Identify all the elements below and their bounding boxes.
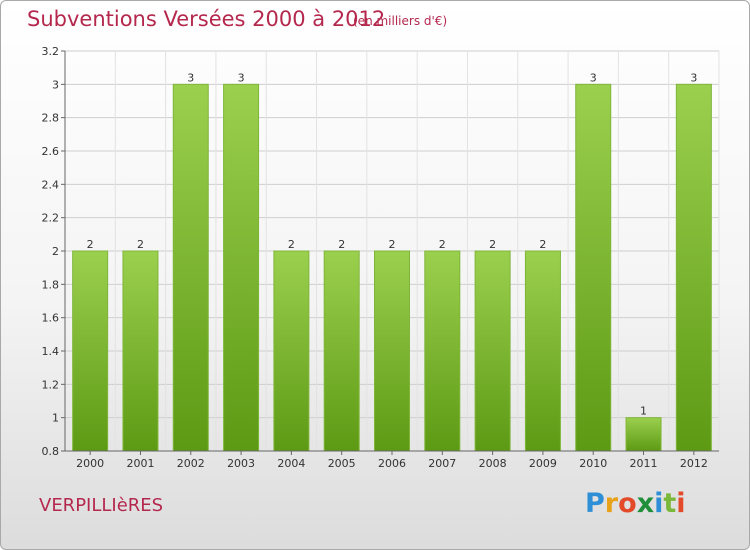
- logo-letter: i: [676, 488, 686, 519]
- y-tick-label: 1.8: [42, 278, 60, 291]
- x-tick-label: 2001: [126, 457, 154, 470]
- bar-value-label: 2: [439, 238, 446, 251]
- bar-value-label: 2: [539, 238, 546, 251]
- bar-value-label: 3: [238, 71, 245, 84]
- x-tick-label: 2003: [227, 457, 255, 470]
- bar: [323, 250, 360, 452]
- x-tick-label: 2006: [378, 457, 406, 470]
- bar-value-label: 2: [489, 238, 496, 251]
- bar: [273, 250, 310, 452]
- logo-letter: r: [604, 488, 619, 519]
- bar-value-label: 3: [187, 71, 194, 84]
- proxiti-logo[interactable]: Proxiti: [585, 488, 686, 519]
- y-tick-label: 2.2: [42, 212, 60, 225]
- x-tick-label: 2005: [328, 457, 356, 470]
- y-tick-label: 2.6: [42, 145, 60, 158]
- y-tick-label: 2.8: [42, 112, 60, 125]
- x-tick-label: 2000: [76, 457, 104, 470]
- bar: [575, 83, 612, 452]
- bar: [72, 250, 109, 452]
- x-tick-label: 2007: [428, 457, 456, 470]
- bar-value-label: 3: [590, 71, 597, 84]
- bar-value-label: 2: [389, 238, 396, 251]
- bar-value-label: 2: [338, 238, 345, 251]
- y-tick-label: 3.2: [42, 45, 60, 58]
- logo-letter: i: [654, 488, 664, 519]
- y-tick-label: 2.4: [42, 178, 60, 191]
- y-tick-label: 1.4: [42, 345, 60, 358]
- bar: [524, 250, 561, 452]
- bar-value-label: 2: [137, 238, 144, 251]
- bar: [675, 83, 712, 452]
- x-tick-label: 2011: [630, 457, 658, 470]
- unit-note: (en milliers d'€): [353, 14, 448, 28]
- x-tick-label: 2012: [680, 457, 708, 470]
- bar-value-label: 2: [87, 238, 94, 251]
- place-name: VERPILLIèRES: [39, 495, 164, 516]
- labels: 0.8 1 1.2 1.4 1.6 1.8 2 2.2 2.4 2.6 2.8 3 3.2 2 2000 2 2…: [42, 45, 708, 470]
- y-tick-label: 1.6: [42, 312, 60, 325]
- bars: [72, 83, 712, 452]
- y-tick-label: 1: [52, 412, 59, 425]
- x-tick-label: 2010: [579, 457, 607, 470]
- bar: [474, 250, 511, 452]
- bar: [374, 250, 410, 452]
- logo-letter: x: [636, 488, 655, 519]
- bar: [625, 417, 662, 452]
- x-tick-label: 2002: [177, 457, 205, 470]
- x-tick-label: 2008: [479, 457, 507, 470]
- chart-title: Subventions Versées 2000 à 2012: [27, 7, 386, 31]
- bar: [172, 83, 209, 452]
- bar: [424, 250, 461, 452]
- bar: [122, 250, 159, 452]
- logo-letter: P: [585, 488, 605, 519]
- y-tick-label: 0.8: [42, 445, 60, 458]
- axes: [61, 50, 719, 455]
- y-tick-label: 1.2: [42, 378, 60, 391]
- logo-letter: t: [663, 488, 677, 519]
- bar-value-label: 3: [690, 71, 697, 84]
- bar-value-label: 2: [288, 238, 295, 251]
- bar: [223, 83, 260, 452]
- y-tick-label: 3: [52, 78, 59, 91]
- logo-letter: o: [618, 488, 637, 519]
- x-tick-label: 2009: [529, 457, 557, 470]
- y-tick-label: 2: [52, 245, 59, 258]
- x-tick-label: 2004: [277, 457, 305, 470]
- bar-value-label: 1: [640, 405, 647, 418]
